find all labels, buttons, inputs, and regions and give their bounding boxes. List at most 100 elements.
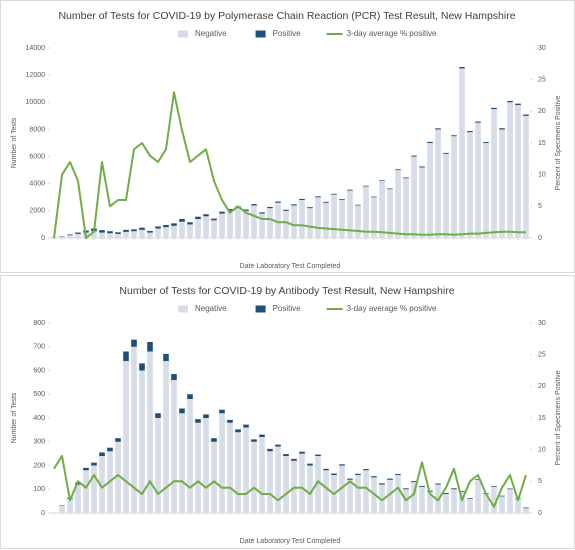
bar-segment (91, 465, 97, 513)
bar-segment (467, 132, 473, 238)
bar-segment (443, 494, 449, 513)
bar-segment (291, 204, 297, 206)
bar-segment (427, 491, 433, 513)
bar-segment (371, 197, 377, 238)
y-tick-label: 12000 (26, 72, 46, 79)
bar-segment (227, 419, 233, 423)
bar-segment (283, 454, 289, 456)
bar-segment (259, 213, 265, 238)
y-tick-label: 700 (33, 344, 45, 351)
bar-segment (483, 143, 489, 238)
bar-segment (363, 186, 369, 238)
bar-segment (323, 470, 329, 513)
bar-segment (187, 222, 193, 225)
bar-segment (307, 208, 313, 238)
bar-segment (387, 479, 393, 513)
bar-segment (435, 129, 441, 238)
bar-segment (251, 439, 257, 442)
bar-segment (67, 498, 73, 513)
bar-segment (115, 233, 121, 238)
bar-segment (131, 231, 137, 238)
bar-segment (411, 481, 417, 483)
bar-segment (419, 166, 425, 168)
bar-segment (459, 490, 465, 492)
bar-segment (443, 493, 449, 494)
bar-segment (211, 441, 217, 513)
bar-segment (163, 224, 169, 228)
y-axis-title: Number of Tests (11, 117, 18, 168)
bar-segment (179, 219, 185, 222)
bar-segment (427, 141, 433, 143)
y-tick-label: 600 (33, 367, 45, 374)
bar-segment (395, 169, 401, 171)
bar-segment (323, 468, 329, 471)
bar-segment (299, 451, 305, 454)
bar-segment (211, 438, 217, 442)
bar-segment (243, 427, 249, 513)
y2-tick-label: 15 (538, 415, 546, 422)
legend-marker (255, 30, 266, 38)
bar-segment (347, 190, 353, 238)
y2-tick-label: 5 (538, 203, 542, 210)
y2-tick-label: 25 (538, 352, 546, 359)
bar-segment (315, 196, 321, 198)
bar-segment (179, 221, 185, 238)
bar-segment (483, 142, 489, 143)
bar-segment (411, 155, 417, 157)
y2-tick-label: 15 (538, 140, 546, 147)
bar-segment (523, 508, 529, 513)
bar-segment (395, 474, 401, 475)
x-axis-title: Date Laboratory Test Completed (240, 263, 341, 270)
y-tick-label: 4000 (29, 181, 45, 188)
bar-segment (355, 204, 361, 206)
bar-segment (123, 351, 129, 361)
bar-segment (283, 456, 289, 513)
bar-segment (299, 453, 305, 513)
bar-segment (475, 122, 481, 238)
y-tick-label: 0 (41, 510, 45, 517)
bar-segment (523, 115, 529, 238)
bar-segment (491, 109, 497, 238)
bar-segment (67, 234, 73, 236)
bar-segment (115, 438, 121, 442)
bar-segment (499, 128, 505, 130)
bar-segment (203, 414, 209, 418)
chart-title: Number of Tests for COVID-19 by Antibody… (119, 285, 454, 297)
bar-segment (403, 177, 409, 179)
bar-segment (475, 479, 481, 513)
bar-segment (347, 479, 353, 513)
bar-segment (379, 181, 385, 238)
bar-segment (123, 229, 129, 232)
y2-tick-label: 20 (538, 108, 546, 115)
y2-tick-label: 10 (538, 447, 546, 454)
bar-segment (331, 473, 337, 475)
y-tick-label: 100 (33, 486, 45, 493)
bar-segment (331, 194, 337, 238)
bar-segment (339, 464, 345, 466)
bar-segment (331, 193, 337, 195)
bar-segment (315, 197, 321, 238)
bar-segment (267, 206, 273, 209)
bar-segment (371, 196, 377, 198)
bar-segment (307, 463, 313, 466)
y-tick-label: 200 (33, 462, 45, 469)
bar-segment (419, 485, 425, 487)
bar-segment (75, 484, 81, 513)
bar-segment (443, 152, 449, 154)
bar-segment (379, 483, 385, 485)
bar-segment (347, 189, 353, 191)
legend-entry: Positive (273, 304, 302, 313)
bar-segment (123, 361, 129, 513)
y-tick-label: 400 (33, 415, 45, 422)
bar-segment (251, 441, 257, 513)
bar-segment (283, 210, 289, 238)
bar-segment (211, 218, 217, 221)
bar-segment (235, 429, 241, 433)
legend-entry: Negative (195, 304, 227, 313)
y-tick-label: 2000 (29, 208, 45, 215)
y-tick-label: 10000 (26, 99, 46, 106)
bar-segment (299, 198, 305, 200)
bar-segment (275, 444, 281, 447)
y-tick-label: 14000 (26, 45, 46, 52)
bar-segment (363, 185, 369, 187)
